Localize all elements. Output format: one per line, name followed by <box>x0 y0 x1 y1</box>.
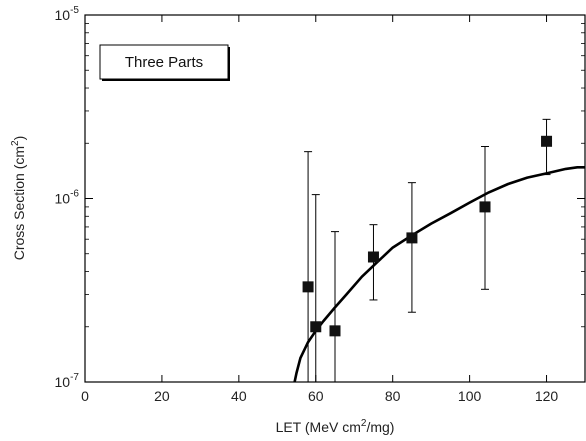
x-tick-label: 60 <box>308 388 324 404</box>
data-point <box>329 325 341 337</box>
x-axis: 0 20 40 60 80 100 120 <box>81 15 558 404</box>
data-point <box>302 281 314 293</box>
data-point <box>406 232 418 244</box>
data-point <box>479 201 491 213</box>
x-tick-label: 40 <box>231 388 247 404</box>
x-tick-label: 120 <box>535 388 559 404</box>
x-tick-label: 100 <box>458 388 482 404</box>
data-point <box>367 251 379 263</box>
fit-curve <box>293 166 585 383</box>
legend-label: Three Parts <box>125 54 203 71</box>
data-point <box>310 321 322 333</box>
y-axis-title: Cross Section (cm2) <box>10 136 27 261</box>
data-point <box>541 135 553 147</box>
y-tick-label: 10-6 <box>55 189 80 207</box>
y-tick-label: 10-5 <box>55 5 80 23</box>
fit-curve-layer <box>293 166 585 383</box>
legend-shadow <box>228 47 230 81</box>
y-tick-label: 10-7 <box>55 372 80 390</box>
x-tick-label: 80 <box>385 388 401 404</box>
x-tick-label: 0 <box>81 388 89 404</box>
y-axis: 10-7 10-6 10-5 <box>55 5 585 390</box>
data-points-layer <box>302 118 553 382</box>
legend-shadow-bottom <box>102 79 230 81</box>
x-axis-title: LET (MeV cm2/mg) <box>276 418 395 435</box>
x-tick-label: 20 <box>154 388 170 404</box>
legend-box: Three Parts <box>99 44 230 81</box>
